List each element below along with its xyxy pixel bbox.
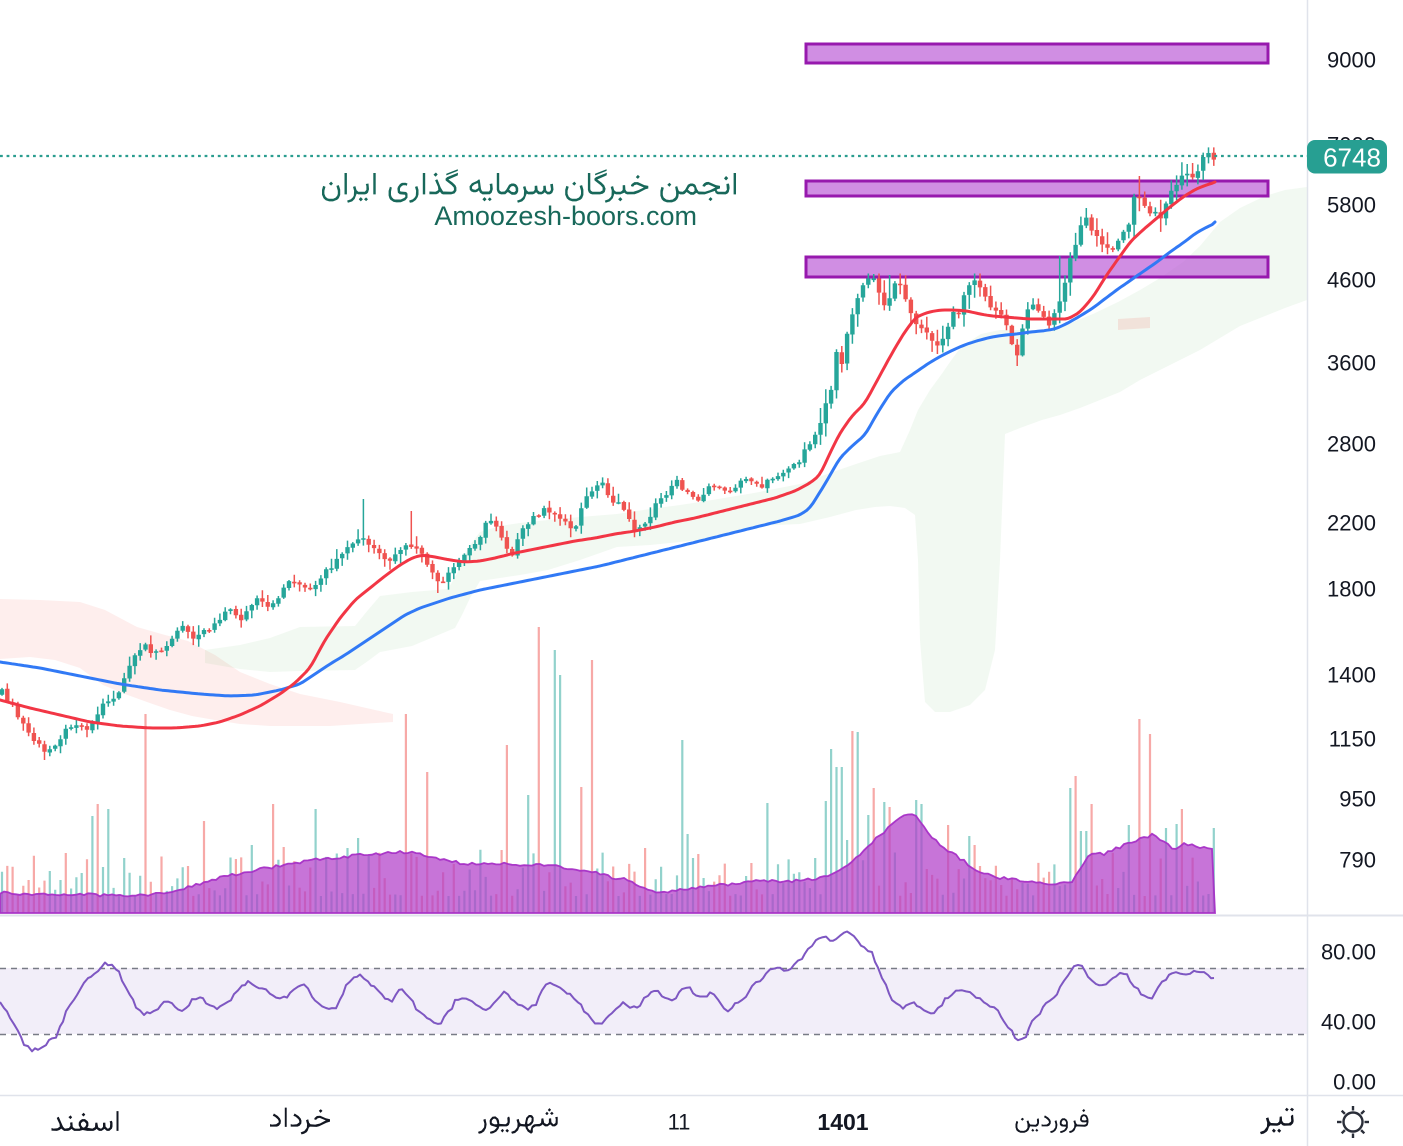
svg-text:11: 11 [668, 1110, 691, 1135]
svg-text:790: 790 [1339, 848, 1376, 873]
svg-text:1400: 1400 [1327, 663, 1376, 688]
svg-text:3600: 3600 [1327, 351, 1376, 376]
svg-text:950: 950 [1339, 787, 1376, 812]
svg-text:2200: 2200 [1327, 511, 1376, 536]
svg-text:1401: 1401 [817, 1109, 868, 1135]
svg-text:2800: 2800 [1327, 432, 1376, 457]
svg-text:1800: 1800 [1327, 577, 1376, 602]
svg-text:4600: 4600 [1327, 268, 1376, 293]
svg-text:6748: 6748 [1323, 143, 1381, 173]
svg-text:80.00: 80.00 [1321, 940, 1376, 965]
svg-text:Amoozesh-boors.com: Amoozesh-boors.com [434, 201, 697, 231]
svg-text:5800: 5800 [1327, 193, 1376, 218]
svg-text:1150: 1150 [1329, 727, 1376, 752]
svg-text:40.00: 40.00 [1321, 1010, 1376, 1035]
svg-text:9000: 9000 [1327, 48, 1376, 73]
svg-text:0.00: 0.00 [1333, 1070, 1376, 1095]
